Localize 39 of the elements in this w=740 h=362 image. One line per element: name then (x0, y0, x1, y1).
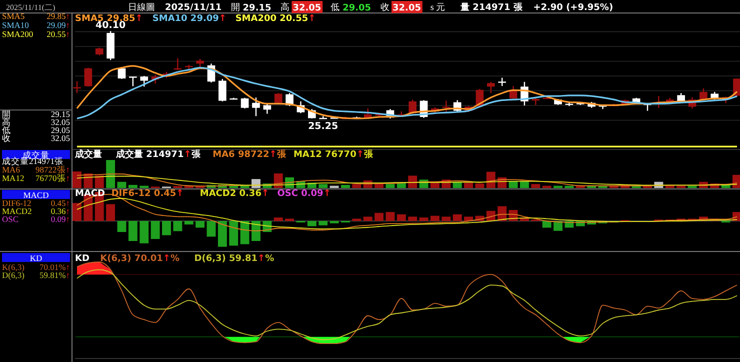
text: K(6,3) 70.01%↑ (2, 262, 70, 272)
text: 收 32.05 (2, 133, 70, 143)
text: 收 32.05 (380, 2, 421, 14)
chart-title: MACD (23, 190, 49, 200)
text: SMA10 29.09↑ (152, 14, 226, 24)
series-label: 成交量 214971↑張 (115, 149, 202, 160)
chart-title: MACD (75, 189, 105, 199)
chart-title: KD (30, 253, 42, 263)
text: SMA200 20.55↑ (2, 29, 70, 39)
text: 低 29.05 (2, 125, 70, 135)
text: MA12 76770張↑ (2, 173, 70, 183)
text: 2025/11/11 (165, 3, 222, 13)
series-label: K(6,3) 70.01↑% (100, 254, 180, 264)
text: 高 32.05 (2, 117, 70, 127)
text: 開 29.15 (230, 2, 272, 14)
text: DIF6-12 0.45↑ (2, 198, 70, 208)
chart-title: 成交量 (74, 149, 102, 160)
text: +2.90 (+9.95%) (533, 3, 614, 13)
text: D(6,3) 59.81↑% (194, 254, 274, 264)
text: SMA10 29.09↑ (2, 20, 70, 30)
text: 低 29.05 (330, 2, 372, 14)
series-label: DIF6-12 0.45↑ (111, 189, 184, 199)
text: 量 214971 張 (460, 2, 524, 13)
text: MA6 98722↑張 (212, 149, 287, 160)
annotation: 25.25 (308, 120, 338, 132)
series-label: MACD2 0.36↑ (200, 189, 270, 199)
text: 高 32.05 (280, 2, 322, 14)
text: SMA200 20.55↑ (235, 14, 316, 24)
text: 2025/11/11(二) (6, 3, 56, 12)
chart-title: KD (75, 254, 90, 264)
text: 開 29.15 (2, 109, 70, 119)
text: s 元 (430, 2, 446, 12)
text: MA6 98722張↑ (2, 164, 70, 174)
text: OSC 0.09↑ (2, 214, 70, 224)
text: MA12 76770↑張 (293, 149, 374, 160)
text: MACD2 0.36↑ (2, 206, 70, 216)
text: OSC 0.09↑ (277, 189, 331, 199)
text: 日線圖 (128, 2, 155, 12)
text: SMA5 29.85↑ (2, 11, 70, 21)
